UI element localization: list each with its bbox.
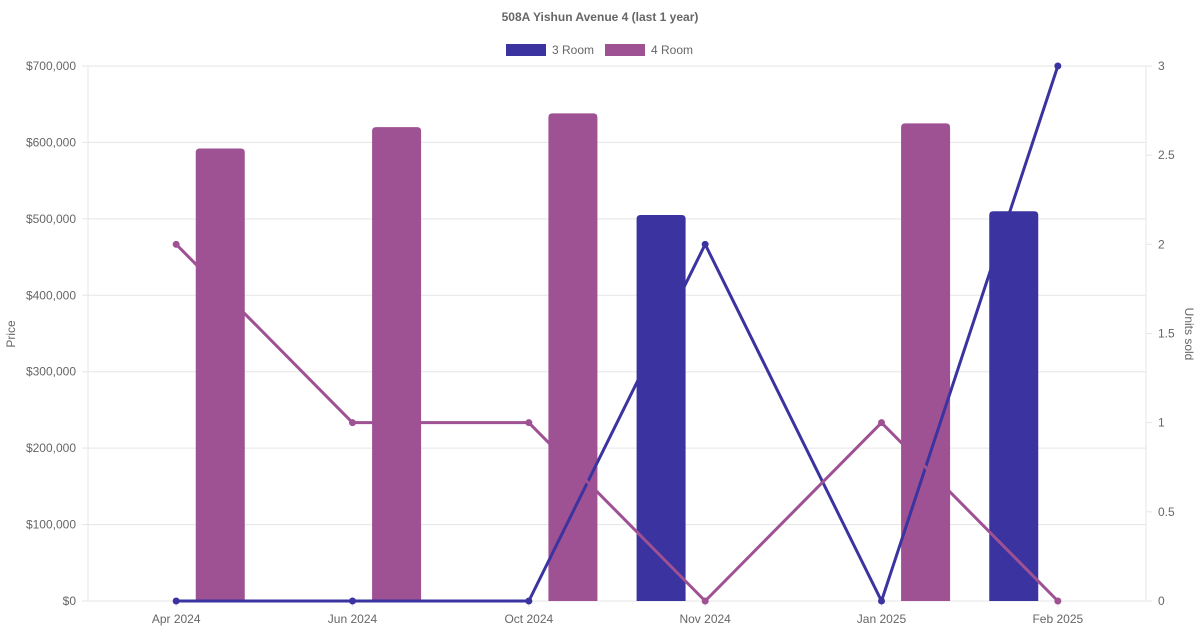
y-tick-label: $300,000 <box>26 365 76 379</box>
axes: $0 $100,000 $200,000 $300,000 $400,000 $500,0… <box>26 59 1175 626</box>
units-point[interactable] <box>1054 62 1062 70</box>
legend[interactable]: 3 Room 4 Room <box>506 43 693 57</box>
x-tick-label: Feb 2025 <box>1032 612 1083 626</box>
bar-4-room[interactable] <box>548 113 598 601</box>
units-line-3-room[interactable] <box>176 65 1060 603</box>
x-tick-label: Nov 2024 <box>679 612 731 626</box>
y2-tick-label: 2 <box>1158 237 1165 251</box>
units-point[interactable] <box>701 240 709 248</box>
y2-axis-title: Units sold <box>1182 308 1196 361</box>
units-point[interactable] <box>525 419 533 427</box>
x-tick-label: Jun 2024 <box>328 612 378 626</box>
y-tick-label: $200,000 <box>26 441 76 455</box>
y2-tick-label: 0 <box>1158 594 1165 608</box>
y-tick-label: $500,000 <box>26 212 76 226</box>
y2-tick-label: 1 <box>1158 416 1165 430</box>
chart-title: 508A Yishun Avenue 4 (last 1 year) <box>502 10 699 24</box>
units-point[interactable] <box>525 597 533 605</box>
y-tick-label: $700,000 <box>26 59 76 73</box>
x-tick-label: Jan 2025 <box>857 612 907 626</box>
y-axis-title: Price <box>4 320 18 348</box>
legend-swatch-3-room[interactable] <box>506 44 546 56</box>
legend-swatch-4-room[interactable] <box>605 44 645 56</box>
units-point[interactable] <box>172 240 180 248</box>
grid-lines <box>82 65 1152 607</box>
units-point[interactable] <box>349 597 356 605</box>
y2-tick-label: 0.5 <box>1158 505 1175 519</box>
bars <box>195 113 1039 602</box>
units-point[interactable] <box>172 597 180 605</box>
unit-lines <box>172 62 1062 605</box>
units-point[interactable] <box>349 419 356 427</box>
bar-3-room[interactable] <box>636 215 686 602</box>
x-tick-label: Apr 2024 <box>152 612 201 626</box>
bar-4-room[interactable] <box>372 127 422 602</box>
y-tick-label: $600,000 <box>26 135 76 149</box>
bar-4-room[interactable] <box>195 148 245 602</box>
legend-label-3-room[interactable]: 3 Room <box>552 43 594 57</box>
y2-tick-label: 2.5 <box>1158 148 1175 162</box>
y-tick-label: $400,000 <box>26 288 76 302</box>
y2-tick-label: 1.5 <box>1158 327 1175 341</box>
units-point[interactable] <box>878 597 885 605</box>
y2-tick-label: 3 <box>1158 59 1165 73</box>
bar-3-room[interactable] <box>989 211 1039 601</box>
units-point[interactable] <box>878 419 885 427</box>
units-point[interactable] <box>701 597 709 605</box>
units-line-4-room[interactable] <box>175 243 1059 603</box>
y-tick-label: $0 <box>63 594 77 608</box>
legend-label-4-room[interactable]: 4 Room <box>651 43 693 57</box>
bar-4-room[interactable] <box>901 123 951 602</box>
units-point[interactable] <box>1054 597 1062 605</box>
x-tick-label: Oct 2024 <box>504 612 553 626</box>
y-tick-label: $100,000 <box>26 518 76 532</box>
